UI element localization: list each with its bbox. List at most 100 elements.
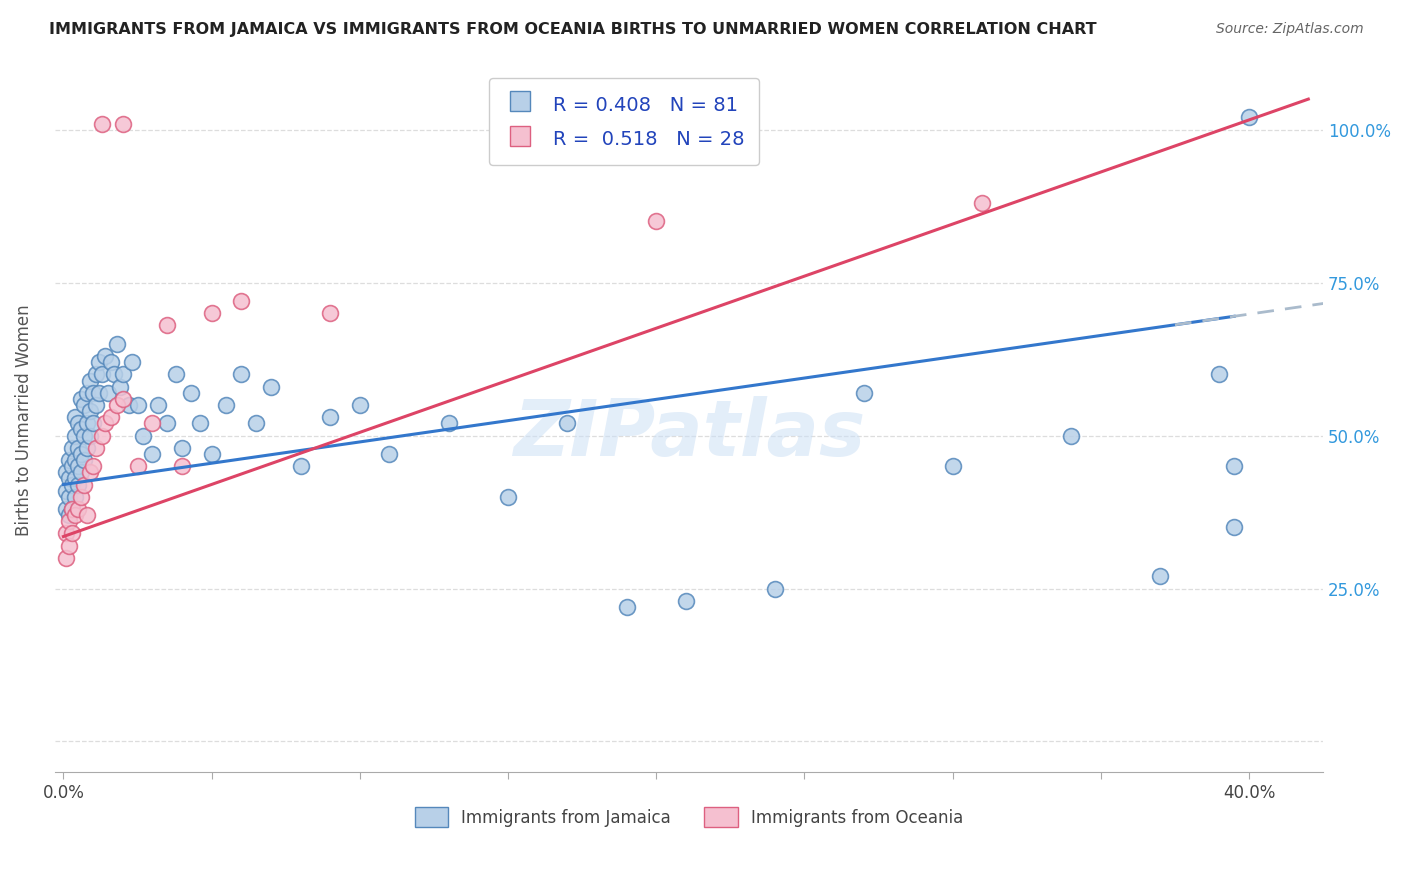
Point	[79, 465, 101, 479]
Point	[215, 398, 238, 412]
Point	[105, 336, 128, 351]
Legend: Immigrants from Jamaica, Immigrants from Oceania: Immigrants from Jamaica, Immigrants from…	[408, 800, 970, 834]
Point	[117, 398, 139, 412]
Point	[70, 465, 93, 479]
Point	[70, 422, 93, 436]
Point	[555, 417, 578, 431]
Point	[84, 441, 107, 455]
Point	[67, 441, 90, 455]
Point	[127, 398, 149, 412]
Point	[58, 508, 80, 522]
Point	[76, 441, 98, 455]
Point	[170, 441, 193, 455]
Point	[165, 368, 187, 382]
Point	[437, 417, 460, 431]
Point	[76, 385, 98, 400]
Point	[65, 453, 87, 467]
Point	[852, 385, 875, 400]
Point	[231, 368, 253, 382]
Point	[55, 483, 77, 498]
Point	[65, 508, 87, 522]
Point	[111, 368, 134, 382]
Point	[65, 428, 87, 442]
Point	[73, 453, 96, 467]
Point	[87, 385, 110, 400]
Point	[156, 318, 179, 333]
Text: ZIPatlas: ZIPatlas	[513, 396, 865, 473]
Point	[94, 349, 117, 363]
Point	[55, 502, 77, 516]
Point	[170, 459, 193, 474]
Point	[141, 417, 163, 431]
Point	[942, 459, 965, 474]
Point	[111, 392, 134, 406]
Point	[60, 502, 83, 516]
Point	[231, 293, 253, 308]
Point	[141, 447, 163, 461]
Point	[1208, 368, 1230, 382]
Point	[1149, 569, 1171, 583]
Point	[108, 379, 131, 393]
Point	[65, 471, 87, 485]
Point	[84, 398, 107, 412]
Point	[82, 459, 104, 474]
Point	[65, 490, 87, 504]
Point	[645, 214, 668, 228]
Point	[79, 428, 101, 442]
Point	[260, 379, 283, 393]
Point	[73, 398, 96, 412]
Point	[319, 410, 342, 425]
Point	[82, 417, 104, 431]
Point	[1223, 459, 1246, 474]
Point	[97, 385, 120, 400]
Point	[1223, 520, 1246, 534]
Point	[763, 582, 786, 596]
Point	[60, 441, 83, 455]
Point	[100, 355, 122, 369]
Point	[103, 368, 125, 382]
Point	[55, 526, 77, 541]
Point	[67, 477, 90, 491]
Point	[55, 465, 77, 479]
Point	[58, 471, 80, 485]
Point	[58, 514, 80, 528]
Point	[79, 374, 101, 388]
Point	[58, 490, 80, 504]
Point	[132, 428, 155, 442]
Point	[1060, 428, 1083, 442]
Point	[58, 539, 80, 553]
Point	[290, 459, 312, 474]
Point	[70, 447, 93, 461]
Point	[79, 404, 101, 418]
Point	[91, 117, 114, 131]
Point	[319, 306, 342, 320]
Point	[201, 306, 224, 320]
Point	[73, 428, 96, 442]
Point	[60, 477, 83, 491]
Point	[70, 490, 93, 504]
Point	[58, 453, 80, 467]
Text: IMMIGRANTS FROM JAMAICA VS IMMIGRANTS FROM OCEANIA BIRTHS TO UNMARRIED WOMEN COR: IMMIGRANTS FROM JAMAICA VS IMMIGRANTS FR…	[49, 22, 1097, 37]
Point	[972, 196, 994, 211]
Point	[94, 417, 117, 431]
Point	[67, 417, 90, 431]
Point	[87, 355, 110, 369]
Point	[245, 417, 267, 431]
Point	[91, 368, 114, 382]
Point	[91, 428, 114, 442]
Point	[76, 508, 98, 522]
Point	[496, 490, 519, 504]
Point	[76, 417, 98, 431]
Point	[180, 385, 202, 400]
Point	[84, 368, 107, 382]
Point	[156, 417, 179, 431]
Point	[148, 398, 170, 412]
Point	[60, 459, 83, 474]
Point	[60, 502, 83, 516]
Point	[378, 447, 401, 461]
Point	[349, 398, 371, 412]
Point	[67, 502, 90, 516]
Point	[100, 410, 122, 425]
Point	[70, 392, 93, 406]
Point	[55, 550, 77, 565]
